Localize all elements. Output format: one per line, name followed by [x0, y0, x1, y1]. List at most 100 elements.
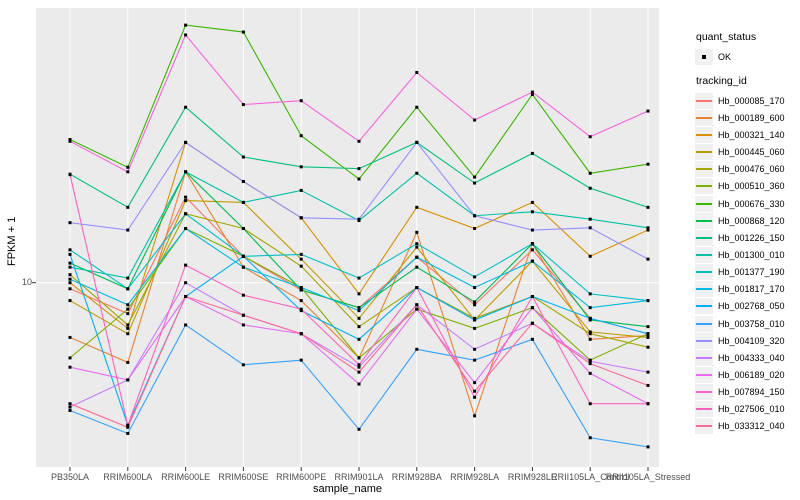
data-point [588, 362, 592, 366]
data-point [530, 337, 534, 341]
data-point [473, 300, 477, 304]
data-point [126, 360, 130, 364]
data-point [357, 363, 361, 367]
legend-item: Hb_002768_050 [695, 298, 799, 315]
data-point [126, 228, 130, 232]
data-point [415, 255, 419, 259]
legend-key-box [695, 281, 713, 298]
data-point [588, 332, 592, 336]
data-point [68, 139, 72, 143]
data-point [530, 321, 534, 325]
data-point [357, 309, 361, 313]
legend-item-label: Hb_000868_120 [718, 215, 785, 226]
legend-item-label: Hb_004109_320 [718, 335, 785, 346]
legend-item: Hb_001226_150 [695, 229, 799, 246]
data-point [415, 265, 419, 269]
data-point [126, 165, 130, 169]
data-point [184, 323, 188, 327]
legend-item-label: Hb_001817_170 [718, 284, 785, 295]
series-color-swatch [696, 322, 712, 325]
data-point [646, 332, 650, 336]
legend-item: Hb_007894_150 [695, 384, 799, 401]
legend-item-label: Hb_000445_060 [718, 147, 785, 158]
data-point [646, 334, 650, 338]
data-point [68, 221, 72, 225]
series-color-swatch [696, 116, 712, 119]
legend-item: Hb_006189_020 [695, 366, 799, 383]
data-point [68, 405, 72, 409]
legend-item-label: Hb_000510_360 [718, 181, 785, 192]
data-point [646, 325, 650, 329]
data-point [646, 383, 650, 387]
legend-title-tracking-id: tracking_id [696, 75, 747, 88]
data-point [473, 181, 477, 185]
data-point [588, 306, 592, 310]
data-point [184, 227, 188, 231]
data-point [184, 199, 188, 203]
data-point [415, 347, 419, 351]
data-point [241, 227, 245, 231]
data-point [646, 402, 650, 406]
data-point [646, 370, 650, 374]
data-point [588, 186, 592, 190]
data-point [530, 92, 534, 96]
series-color-swatch [696, 288, 712, 291]
legend-item-label: OK [718, 51, 732, 62]
data-point [299, 252, 303, 256]
series-color-swatch [696, 168, 712, 171]
data-point [588, 254, 592, 258]
data-point [184, 212, 188, 216]
data-point [68, 248, 72, 252]
legend-item: Hb_000189_600 [695, 109, 799, 126]
series-color-swatch [696, 339, 712, 342]
data-point [126, 312, 130, 316]
data-point [241, 30, 245, 34]
data-point [530, 248, 534, 252]
x-tick-label: RRIM600LE [161, 472, 211, 482]
data-point [68, 287, 72, 291]
legend-key-box [695, 264, 713, 281]
series-color-swatch [696, 185, 712, 188]
data-point [588, 135, 592, 139]
data-point [588, 402, 592, 406]
data-point [184, 195, 188, 199]
data-point [357, 382, 361, 386]
data-point [415, 303, 419, 307]
data-point [588, 436, 592, 440]
data-point [299, 299, 303, 303]
legend-key-box [695, 48, 713, 65]
legend-gap [695, 65, 799, 74]
data-point [184, 170, 188, 174]
legend-item: Hb_000085_170 [695, 92, 799, 109]
data-point [646, 445, 650, 449]
data-point [473, 316, 477, 320]
data-point [357, 306, 361, 310]
data-point [415, 171, 419, 175]
legend-item: Hb_000321_140 [695, 126, 799, 143]
data-point [68, 261, 72, 265]
legend-item-label: Hb_006189_020 [718, 369, 785, 380]
x-tick-label: RRIM928BA [391, 472, 442, 482]
data-point [473, 395, 477, 399]
data-point [473, 358, 477, 362]
data-point [241, 180, 245, 184]
data-point [473, 389, 477, 393]
x-tick-label: RRIM928LE [507, 472, 557, 482]
series-color-swatch [696, 236, 712, 239]
data-point [68, 408, 72, 412]
legend-item-label: Hb_033312_040 [718, 421, 785, 432]
legend-key-box [695, 92, 713, 109]
legend-item: Hb_027506_010 [695, 401, 799, 418]
data-point [588, 337, 592, 341]
data-point [357, 139, 361, 143]
data-point [473, 381, 477, 385]
legend-item: Hb_004333_040 [695, 349, 799, 366]
data-point [588, 226, 592, 230]
legend-item-label: Hb_004333_040 [718, 352, 785, 363]
data-point [241, 200, 245, 204]
legend-key-box [695, 418, 713, 435]
data-point [241, 103, 245, 107]
data-point [299, 358, 303, 362]
